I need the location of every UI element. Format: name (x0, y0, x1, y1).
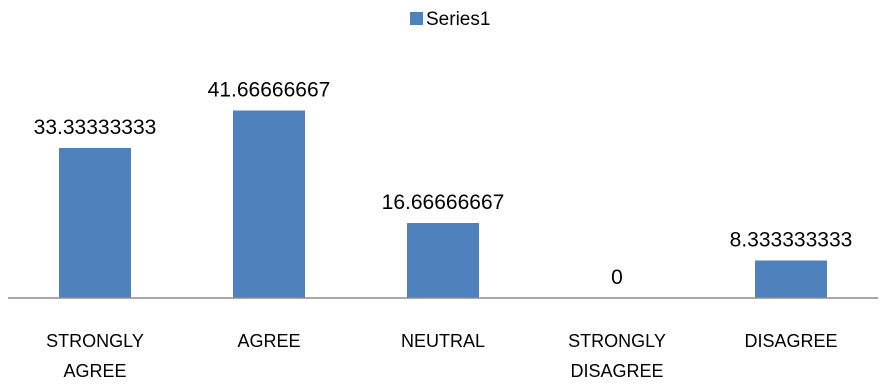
category-label-disagree: DISAGREE (744, 331, 837, 351)
bars-group (59, 110, 827, 298)
data-label-strongly-disagree: 0 (611, 266, 623, 289)
data-label-disagree: 8.333333333 (730, 229, 853, 252)
category-label-neutral: NEUTRAL (401, 331, 485, 351)
legend: Series1 (410, 9, 490, 30)
legend-swatch-series1 (410, 12, 423, 25)
category-labels-group: STRONGLY AGREE AGREE NEUTRAL STRONGLY DISAGRE… (46, 331, 837, 381)
bar-strongly-agree (59, 148, 131, 298)
category-label-strongly-disagree: STRONGLY DISAGREE (568, 331, 666, 381)
bar-agree (233, 110, 305, 298)
data-label-neutral: 16.66666667 (382, 191, 505, 214)
legend-label-series1: Series1 (426, 9, 490, 30)
bar-disagree (755, 260, 827, 298)
data-label-agree: 41.66666667 (208, 79, 331, 102)
category-label-strongly-agree: STRONGLY AGREE (46, 331, 144, 381)
category-label-agree: AGREE (237, 331, 300, 351)
data-labels-group: 33.33333333 41.66666667 16.66666667 0 8.3333… (34, 79, 853, 290)
data-label-strongly-agree: 33.33333333 (34, 116, 157, 139)
bar-neutral (407, 223, 479, 298)
